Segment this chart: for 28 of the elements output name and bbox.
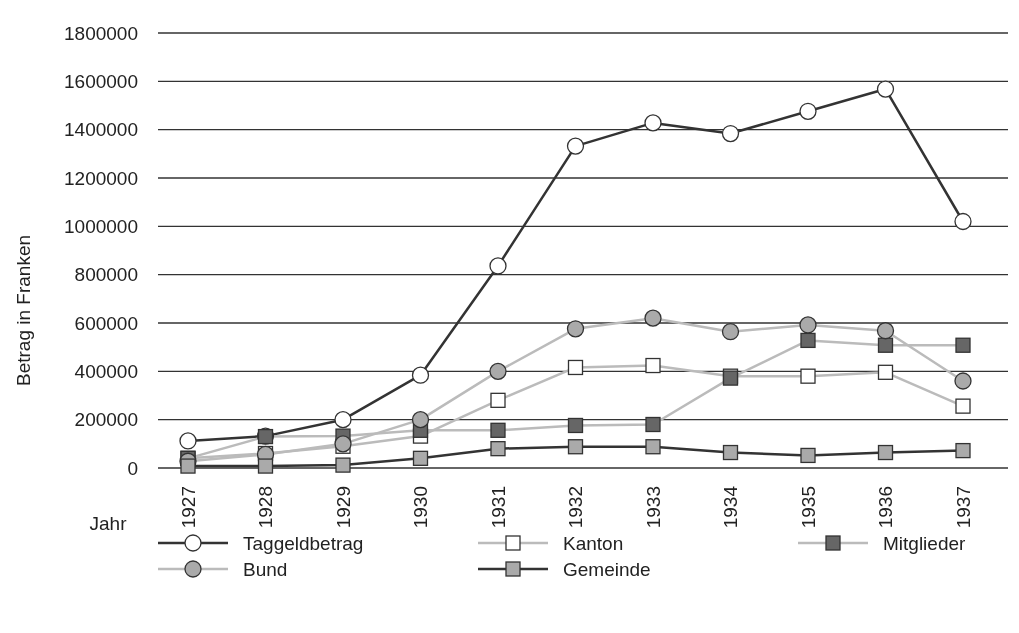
x-tick-label: 1937: [952, 486, 974, 529]
y-tick-label: 1600000: [64, 70, 138, 92]
x-tick-label: 1933: [642, 486, 664, 529]
y-tick-label: 800000: [74, 264, 138, 286]
legend-label: Bund: [243, 558, 288, 580]
x-tick-label: 1927: [177, 486, 199, 529]
x-tick-label: 1930: [410, 486, 432, 529]
x-tick-label: 1929: [332, 486, 354, 529]
y-tick-label: 0: [127, 457, 138, 479]
y-axis-title: Betrag in Franken: [13, 234, 34, 387]
x-tick-label: 1934: [720, 485, 742, 529]
x-tick-label: 1935: [797, 486, 819, 529]
y-tick-label: 1200000: [64, 167, 138, 189]
y-tick-label: 1400000: [64, 119, 138, 141]
legend-label: Mitglieder: [883, 532, 967, 554]
x-tick-label: 1928: [255, 486, 277, 529]
y-tick-label: 200000: [74, 409, 138, 431]
x-tick-label: 1932: [565, 486, 587, 529]
legend-label: Taggeldbetrag: [243, 532, 364, 554]
y-tick-label: 600000: [74, 312, 138, 334]
y-tick-label: 1000000: [64, 215, 138, 237]
y-tick-label: 1800000: [64, 22, 138, 44]
x-tick-label: 1936: [875, 486, 897, 529]
legend-label: Kanton: [563, 532, 624, 554]
legend-label: Gemeinde: [563, 558, 651, 580]
x-tick-label: 1931: [487, 486, 509, 529]
x-axis-title: Jahr: [89, 513, 128, 534]
y-tick-label: 400000: [74, 360, 138, 382]
